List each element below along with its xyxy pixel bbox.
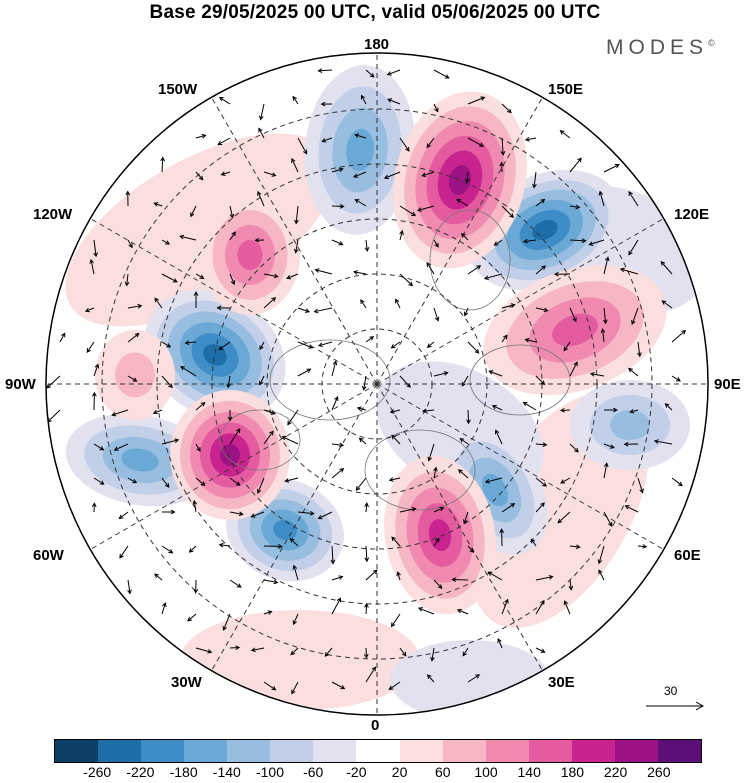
colorbar <box>54 739 702 763</box>
longitude-label-120w: 120W <box>33 206 73 223</box>
modes-logo: MODES© <box>606 36 715 60</box>
high-160e <box>393 91 527 269</box>
high-10e <box>384 455 496 615</box>
colorbar-swatch <box>614 740 658 762</box>
colorbar-swatch <box>55 740 99 762</box>
colorbar-tick-label: 140 <box>517 764 541 780</box>
colorbar-swatch <box>571 740 615 762</box>
colorbar-tick-label: 100 <box>474 764 498 780</box>
colorbar-tick-label: 260 <box>647 764 671 780</box>
longitude-label-90w: 90W <box>5 376 36 393</box>
colorbar-swatch <box>184 740 228 762</box>
colorbar-swatch <box>227 740 271 762</box>
vector-scale: 30 <box>646 684 706 714</box>
anomaly-pale-pink <box>65 133 335 327</box>
coastlines <box>219 209 571 511</box>
map-border <box>45 52 709 716</box>
colorbar-swatch <box>528 740 572 762</box>
vector-scale-arrow-icon <box>646 701 705 711</box>
colorbar-tick-label: 60 <box>435 764 451 780</box>
colorbar-tick-label: 180 <box>560 764 585 780</box>
colorbar-swatch <box>270 740 314 762</box>
colorbar-swatch <box>442 740 486 762</box>
brand-mark: © <box>708 38 715 48</box>
high-95w <box>95 330 175 420</box>
polar-map <box>45 52 709 716</box>
wind-vectors <box>46 68 687 695</box>
longitude-label-30e: 30E <box>548 674 575 691</box>
colorbar-swatch <box>657 740 701 762</box>
colorbar-tick-label: -220 <box>126 764 155 780</box>
longitude-label-0: 0 <box>371 717 380 734</box>
colorbar-swatch <box>485 740 529 762</box>
colorbar-ticks: -260 -220 -180 -140 -100 -60 -20 20 60 100 140 180 2… <box>0 764 750 782</box>
longitude-label-120e: 120E <box>674 206 710 223</box>
colorbar-swatch <box>356 740 400 762</box>
longitude-label-150w: 150W <box>158 81 198 98</box>
colorbar-tick-label: -260 <box>83 764 112 780</box>
colorbar-swatch <box>141 740 185 762</box>
low-180 <box>304 65 416 235</box>
high-70w <box>170 390 290 520</box>
colorbar-tick-label: -60 <box>303 764 324 780</box>
colorbar-tick-label: 20 <box>391 764 408 780</box>
colorbar-tick-label: -20 <box>346 764 367 780</box>
map-title: Base 29/05/2025 00 UTC, valid 05/06/2025… <box>149 2 601 23</box>
high-100e <box>483 264 667 396</box>
colorbar-tick-label: -180 <box>169 764 198 780</box>
brand-text: MODES <box>606 36 709 59</box>
anomaly-pale-pink <box>180 610 420 710</box>
graticule <box>46 53 708 715</box>
colorbar-swatch <box>399 740 443 762</box>
longitude-label-90e: 90E <box>714 376 741 393</box>
colorbar-tick-label: -140 <box>212 764 241 780</box>
longitude-label-150e: 150E <box>548 81 584 98</box>
colorbar-swatch <box>98 740 142 762</box>
longitude-label-180: 180 <box>364 36 390 53</box>
longitude-label-60e: 60E <box>674 547 701 564</box>
longitude-label-30w: 30W <box>171 674 202 691</box>
colorbar-tick-label: -100 <box>255 764 285 780</box>
low-100w <box>144 289 286 421</box>
low-80e <box>570 380 690 470</box>
colorbar-swatch <box>313 740 357 762</box>
vector-scale-value: 30 <box>664 684 678 698</box>
colorbar-tick-label: 220 <box>603 764 628 780</box>
high-130w <box>200 195 300 315</box>
longitude-label-60w: 60W <box>33 547 64 564</box>
